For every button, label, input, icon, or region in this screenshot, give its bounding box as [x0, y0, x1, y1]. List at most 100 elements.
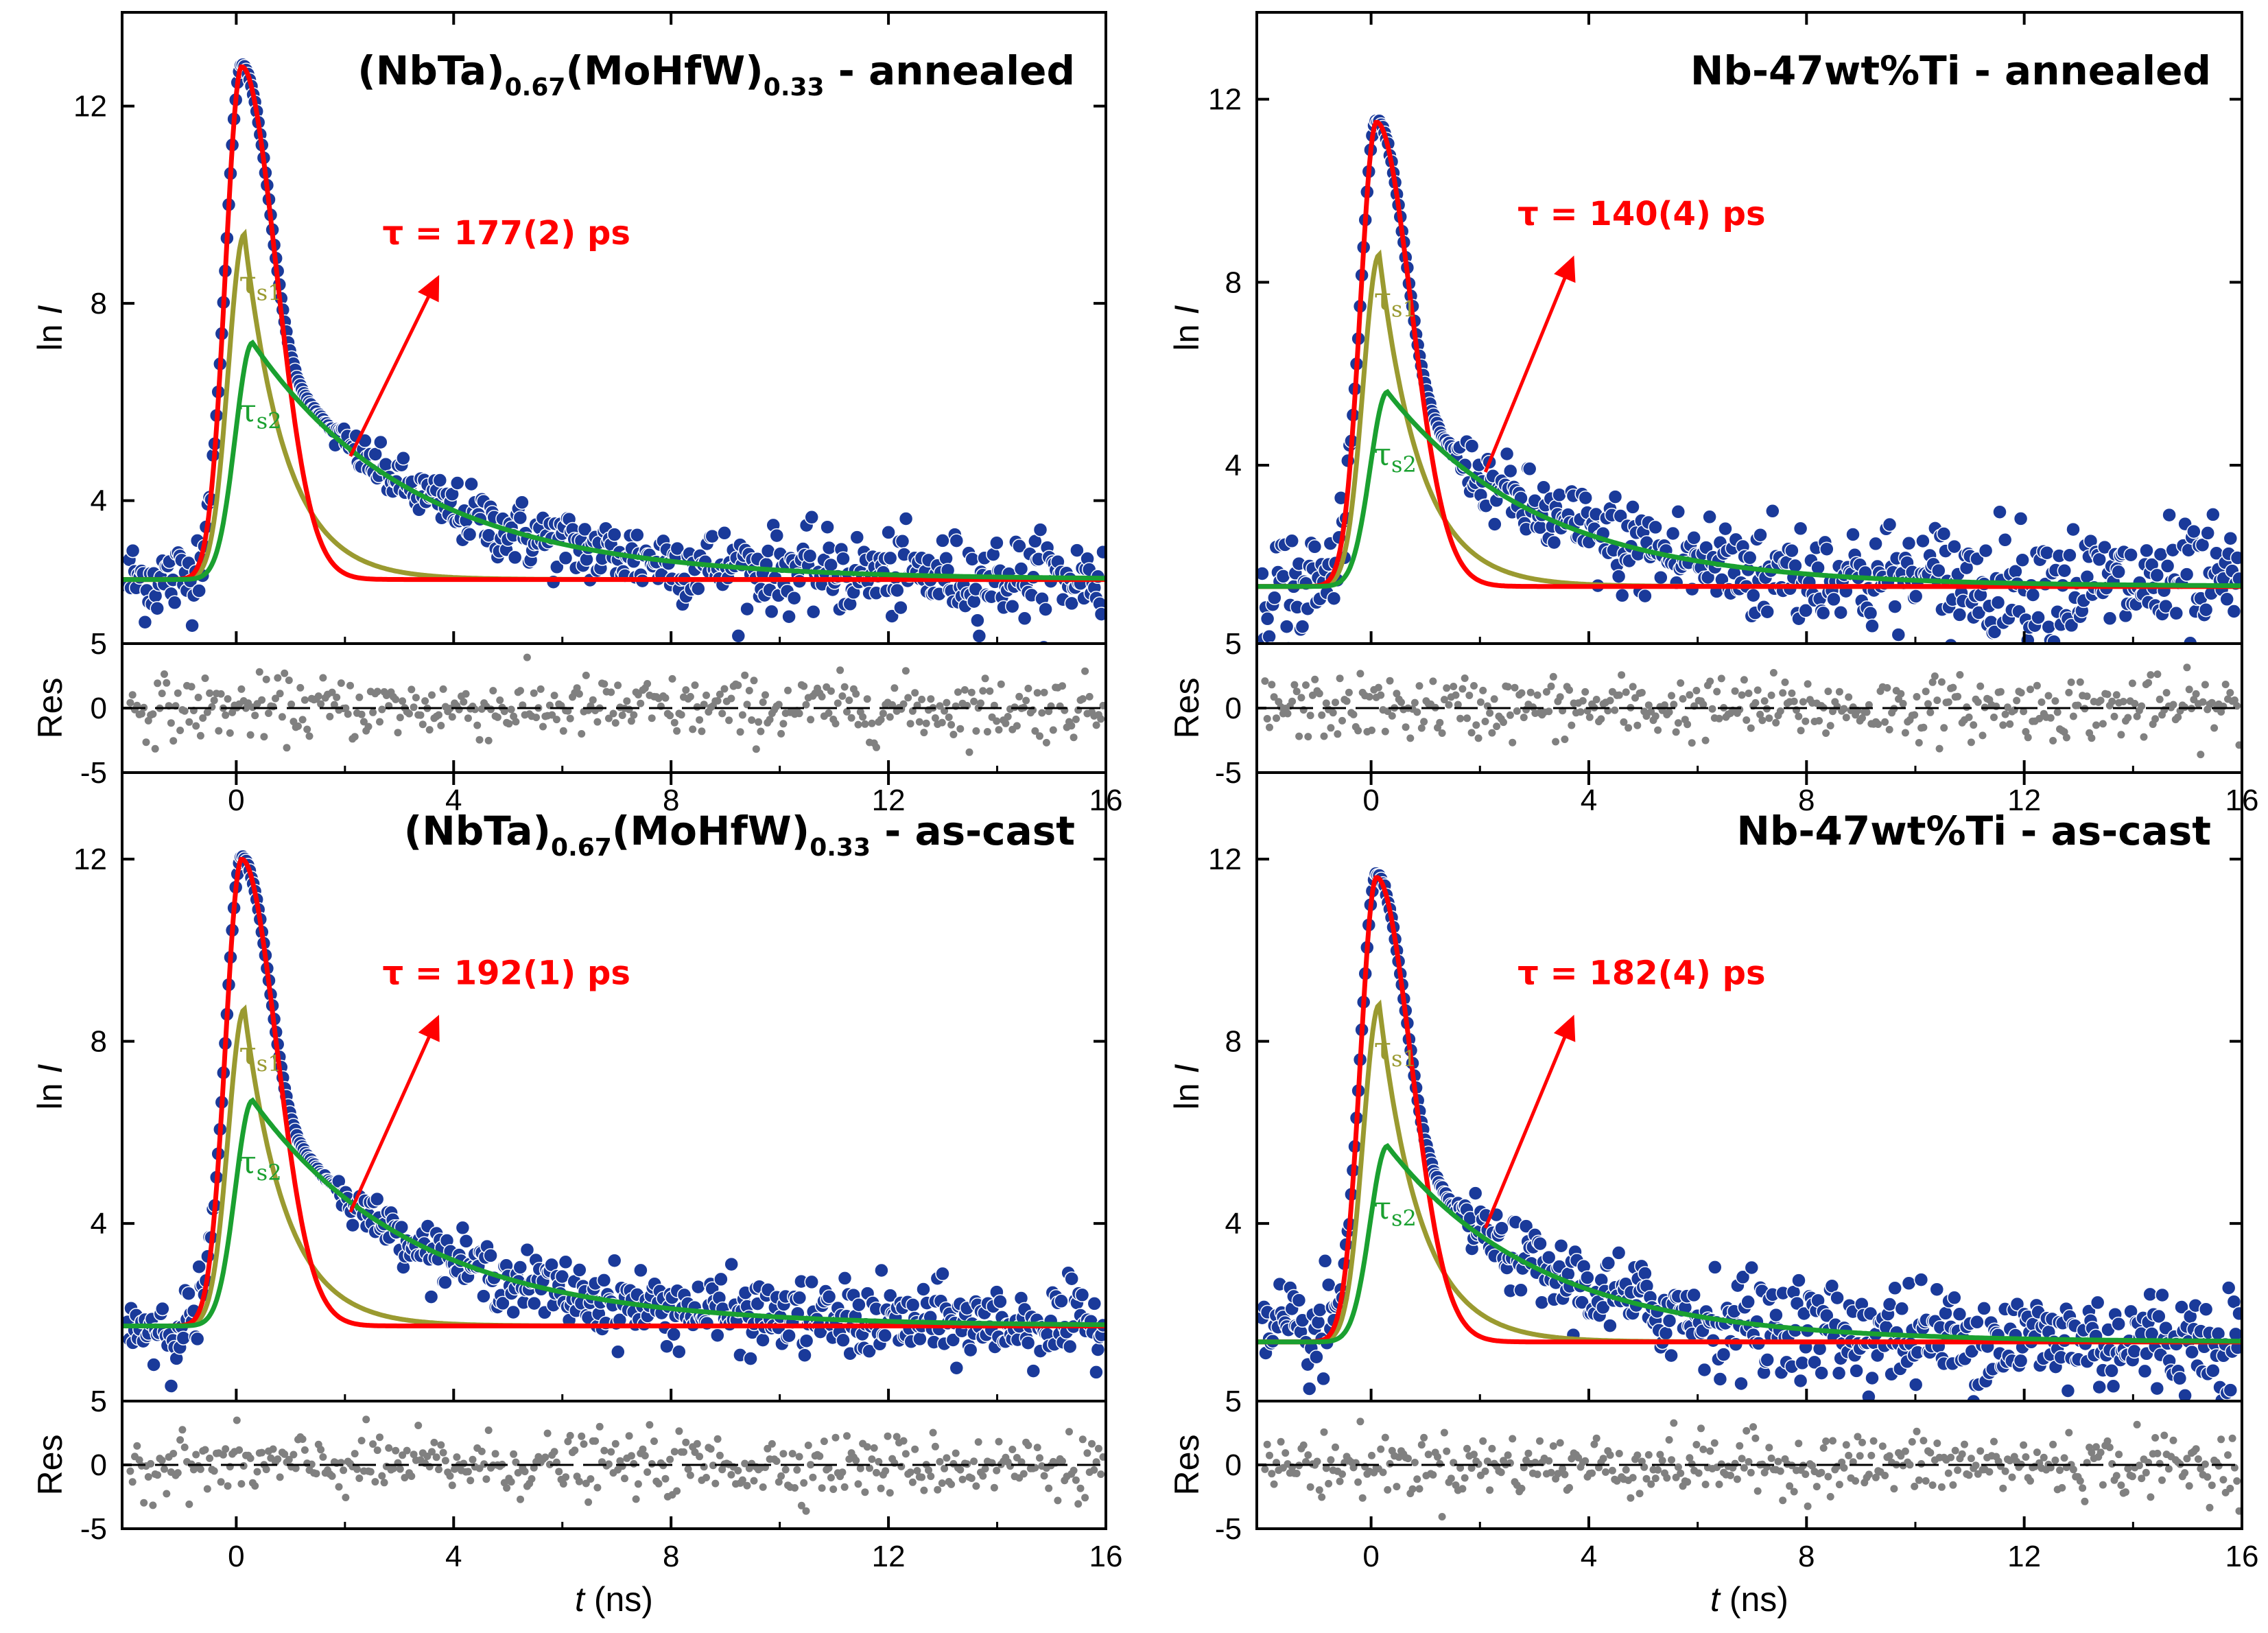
res-tick-label: 0	[91, 1448, 107, 1482]
data-point	[971, 628, 987, 644]
residual-point	[670, 1448, 678, 1456]
residual-point	[2001, 710, 2009, 718]
residual-point	[448, 713, 456, 721]
residual-point	[1919, 1437, 1928, 1445]
residual-point	[1338, 716, 1346, 725]
residual-point	[507, 1478, 515, 1486]
residual-point	[1701, 1481, 1710, 1488]
residual-point	[126, 698, 134, 707]
residual-point	[818, 1484, 826, 1492]
data-point	[577, 521, 593, 537]
residual-point	[1452, 691, 1460, 699]
data-point	[369, 1191, 385, 1207]
residual-point	[630, 711, 638, 719]
residual-point	[807, 1461, 815, 1469]
residual-point	[1926, 1448, 1935, 1457]
residual-point	[1608, 1466, 1616, 1475]
residual-point	[911, 689, 919, 697]
residual-point	[716, 690, 724, 698]
residual-point	[1438, 729, 1446, 737]
data-point	[797, 1348, 812, 1363]
residual-point	[877, 716, 885, 724]
tau-arrowhead	[418, 274, 440, 303]
data-point	[1574, 1295, 1590, 1310]
residual-point	[1533, 1470, 1541, 1479]
data-point	[1931, 563, 1946, 578]
residual-point	[643, 1468, 652, 1476]
residual-point	[1440, 696, 1448, 704]
residual-point	[1447, 1475, 1455, 1483]
residual-point	[1015, 692, 1024, 701]
data-point	[1735, 1269, 1751, 1285]
residual-point	[1913, 693, 1921, 701]
residual-point	[2067, 678, 2075, 686]
residual-point	[196, 731, 204, 740]
residual-point	[1013, 722, 1021, 730]
data-point	[2158, 598, 2173, 614]
residual-point	[1263, 1440, 1271, 1448]
residual-point	[1947, 1453, 1955, 1461]
residual-point	[2092, 1443, 2100, 1451]
residual-point	[1937, 678, 1946, 686]
residual-point	[2151, 1434, 2160, 1442]
residual-point	[1670, 1419, 1678, 1427]
data-point	[1664, 1348, 1679, 1363]
residual-point	[666, 1455, 674, 1464]
residual-point	[1633, 721, 1642, 729]
residual-point	[149, 1501, 157, 1509]
residual-point	[684, 1465, 692, 1473]
data-point	[2137, 1363, 2153, 1379]
data-point	[1944, 637, 1959, 644]
residual-point	[1736, 705, 1744, 714]
residual-point	[1381, 727, 1389, 736]
data-point	[476, 1289, 491, 1304]
residual-point	[666, 712, 674, 720]
data-point	[1611, 569, 1627, 584]
data-point	[1603, 1318, 1618, 1333]
residual-point	[133, 1442, 141, 1450]
residual-point	[235, 1446, 244, 1454]
residual-point	[2046, 714, 2055, 722]
residual-point	[750, 677, 758, 685]
residual-point	[700, 701, 708, 709]
data-point	[1978, 543, 1994, 559]
data-point	[731, 628, 746, 644]
residual-point	[210, 696, 218, 705]
residual-point	[696, 716, 704, 724]
residual-point	[2088, 1448, 2096, 1457]
residual-point	[634, 691, 642, 698]
residual-point	[593, 718, 602, 726]
residual-point	[1299, 1441, 1308, 1449]
data-point	[2139, 543, 2154, 559]
residual-point	[278, 713, 286, 721]
data-point	[705, 528, 720, 544]
residual-point	[2119, 698, 2127, 705]
residual-point	[1072, 1476, 1080, 1484]
residual-point	[1509, 1435, 1517, 1443]
data-point	[191, 583, 206, 598]
residual-point	[779, 720, 788, 728]
component-s2-label: τs2	[239, 392, 281, 434]
residual-point	[1758, 716, 1767, 725]
residual-point	[1094, 1444, 1102, 1453]
residual-point	[2001, 1467, 2009, 1475]
residual-point	[800, 1479, 808, 1487]
data-point	[967, 594, 982, 609]
data-point	[781, 1328, 796, 1343]
residual-point	[600, 680, 609, 688]
residual-point	[2081, 1497, 2089, 1505]
data-point	[558, 1254, 574, 1270]
residual-point	[1786, 1482, 1794, 1490]
residual-point	[2099, 720, 2107, 728]
data-point	[962, 1342, 978, 1358]
residual-point	[1911, 1482, 1919, 1490]
residual-point	[154, 1471, 162, 1479]
residual-point	[650, 1437, 658, 1445]
residual-point	[1302, 1458, 1310, 1466]
residual-point	[1842, 1441, 1850, 1449]
data-point	[1467, 1186, 1483, 1201]
residual-point	[852, 690, 860, 698]
data-point	[2046, 634, 2062, 644]
residual-point	[410, 1450, 418, 1459]
residual-point	[210, 1467, 218, 1475]
